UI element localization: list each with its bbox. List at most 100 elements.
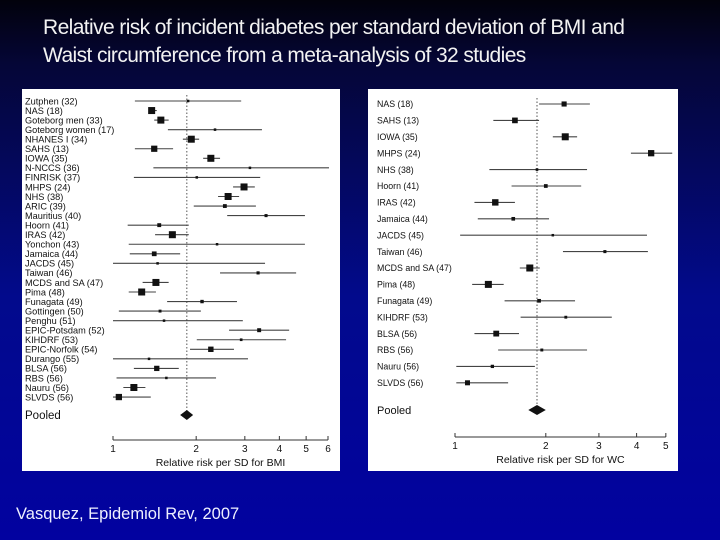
bmi-x-axis-label: Relative risk per SD for BMI (156, 457, 286, 469)
wc-study-label: Taiwan (46) (377, 247, 423, 257)
bmi-point-estimate (168, 231, 176, 239)
bmi-study-label: Funagata (49) (25, 297, 83, 307)
wc-forest-plot: NAS (18) SAHS (13) IOWA (35) MHPS (24) NHS (… (377, 98, 673, 466)
wc-point-estimate (551, 233, 555, 237)
wc-point-estimate (561, 101, 567, 107)
bmi-study-label: MCDS and SA (47) (25, 278, 103, 288)
wc-point-estimate (484, 280, 492, 288)
bmi-study-label: Jamaica (44) (25, 249, 78, 259)
bmi-x-tick-label: 4 (277, 444, 283, 455)
slide-title-line-1: Relative risk of incident diabetes per s… (43, 16, 625, 39)
bmi-point-estimate (200, 299, 204, 304)
bmi-study-label: FINRISK (37) (25, 173, 80, 183)
wc-pooled-label: Pooled (377, 405, 411, 417)
wc-x-axis-label: Relative risk per SD for WC (496, 454, 625, 466)
bmi-point-estimate (240, 183, 248, 191)
bmi-study-label: EPIC-Norfolk (54) (25, 345, 98, 355)
bmi-study-label: Durango (55) (25, 354, 79, 364)
wc-study-label: Pima (48) (377, 280, 415, 290)
bmi-pooled-label: Pooled (25, 410, 61, 422)
bmi-point-estimate (152, 278, 160, 286)
wc-study-label: Funagata (49) (377, 296, 432, 306)
bmi-point-estimate (151, 145, 158, 152)
citation: Vasquez, Epidemiol Rev, 2007 (16, 505, 240, 523)
bmi-forest-plot: Zutphen (32)NAS (18)Goteborg men (33)Got… (25, 95, 331, 469)
wc-point-estimate (493, 330, 500, 337)
bmi-x-tick-label: 1 (110, 444, 116, 455)
bmi-point-estimate (264, 214, 268, 218)
wc-study-label: NHS (38) (377, 165, 414, 175)
slide-title-line-2: Waist circumference from a meta-analysis… (43, 44, 526, 67)
wc-point-estimate (540, 348, 544, 352)
bmi-study-label: NAS (18) (25, 106, 63, 116)
bmi-study-label: Nauru (56) (25, 383, 69, 393)
wc-study-label: Hoorn (41) (377, 181, 419, 191)
bmi-point-estimate (224, 193, 232, 200)
wc-study-label: BLSA (56) (377, 329, 417, 339)
bmi-study-label: Gottingen (50) (25, 306, 84, 316)
bmi-x-tick-label: 3 (242, 444, 248, 455)
bmi-study-label: Mauritius (40) (25, 211, 81, 221)
wc-x-tick-label: 1 (452, 441, 458, 452)
wc-point-estimate (648, 150, 655, 157)
wc-x-tick-label: 4 (634, 441, 640, 452)
bmi-point-estimate (222, 204, 227, 208)
bmi-x-tick-label: 5 (303, 444, 309, 455)
bmi-study-label: Taiwan (46) (25, 268, 73, 278)
bmi-point-estimate (207, 154, 215, 162)
wc-study-label: JACDS (45) (377, 230, 424, 240)
bmi-study-label: ARIC (39) (25, 201, 66, 211)
bmi-forest-plot-panel: Zutphen (32) NAS (18) Goteborg men (33) Got… (22, 89, 340, 471)
wc-study-label: SLVDS (56) (377, 378, 423, 388)
bmi-point-estimate (256, 271, 260, 275)
wc-study-label: KIHDRF (53) (377, 312, 428, 322)
bmi-point-estimate (147, 357, 151, 361)
bmi-study-label: EPIC-Potsdam (52) (25, 326, 105, 336)
bmi-point-estimate (215, 243, 219, 246)
bmi-study-label: NHS (38) (25, 192, 63, 202)
wc-point-estimate (537, 298, 541, 303)
wc-study-label: IOWA (35) (377, 132, 418, 142)
bmi-study-label: RBS (56) (25, 373, 63, 383)
wc-point-estimate (526, 264, 534, 272)
bmi-point-estimate (157, 223, 162, 228)
wc-study-label: SAHS (13) (377, 116, 419, 126)
wc-study-label: IRAS (42) (377, 198, 416, 208)
wc-study-label: Nauru (56) (377, 362, 419, 372)
bmi-point-estimate (213, 128, 217, 131)
bmi-point-estimate (248, 166, 252, 170)
bmi-study-label: Penghu (51) (25, 316, 76, 326)
slide-title: Relative risk of incident diabetes per s… (43, 14, 703, 70)
bmi-point-estimate (195, 176, 199, 179)
bmi-point-estimate (239, 338, 243, 342)
wc-study-label: MCDS and SA (47) (377, 263, 452, 273)
bmi-study-label: MHPS (24) (25, 182, 70, 192)
bmi-study-label: NHANES I (34) (25, 135, 87, 145)
bmi-point-estimate (148, 107, 156, 115)
wc-point-estimate (511, 216, 516, 221)
bmi-point-estimate (165, 376, 168, 380)
bmi-point-estimate (208, 346, 214, 353)
bmi-study-label: Goteborg women (17) (25, 125, 114, 135)
bmi-point-estimate (156, 262, 159, 265)
bmi-study-label: KIHDRF (53) (25, 335, 78, 345)
wc-pooled-diamond (528, 405, 546, 415)
bmi-study-label: BLSA (56) (25, 364, 67, 374)
bmi-study-label: Zutphen (32) (25, 96, 78, 106)
bmi-pooled-diamond (180, 410, 194, 420)
wc-study-label: RBS (56) (377, 345, 413, 355)
bmi-study-label: IRAS (42) (25, 230, 65, 240)
wc-x-tick-label: 5 (663, 441, 669, 452)
bmi-point-estimate (257, 328, 262, 333)
bmi-study-label: Yonchon (43) (25, 240, 79, 250)
wc-x-tick-label: 3 (596, 441, 602, 452)
wc-point-estimate (535, 168, 539, 171)
bmi-study-label: IOWA (35) (25, 154, 68, 164)
bmi-x-tick-label: 6 (325, 444, 331, 455)
wc-forest-plot-panel: NAS (18) SAHS (13) IOWA (35) MHPS (24) NHS (… (368, 89, 678, 471)
bmi-point-estimate (158, 309, 162, 313)
wc-point-estimate (543, 184, 548, 188)
wc-point-estimate (512, 117, 518, 124)
bmi-x-tick-label: 2 (193, 444, 199, 455)
bmi-study-label: N-NCCS (36) (25, 163, 80, 173)
